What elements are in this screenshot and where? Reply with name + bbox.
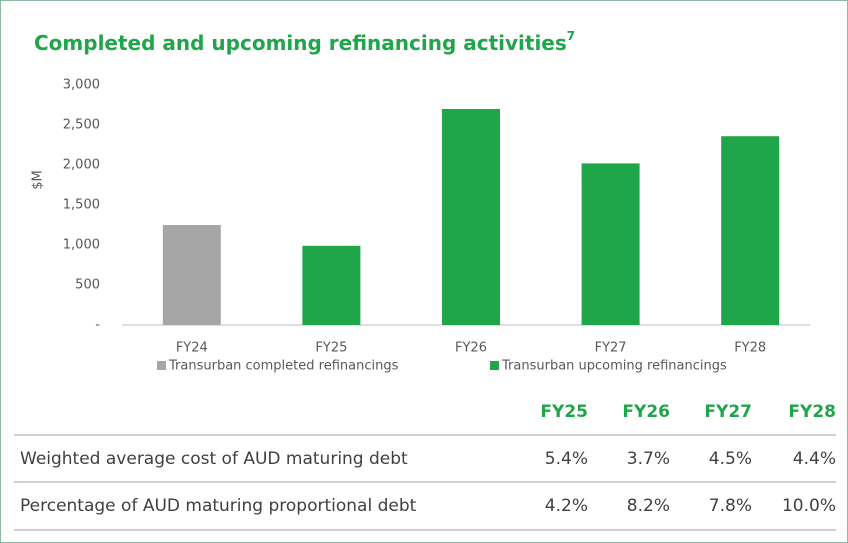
legend-label: Transurban upcoming refinancings (501, 359, 727, 374)
y-tick-label: 1,000 (63, 238, 100, 253)
y-tick-label: 2,500 (63, 118, 100, 133)
row-label: Weighted average cost of AUD maturing de… (20, 449, 408, 469)
chart-title: Completed and upcoming refinancing activ… (34, 29, 575, 55)
table-header: FY27 (704, 402, 752, 422)
table-cell: 4.4% (793, 449, 836, 469)
table-header: FY28 (788, 402, 836, 422)
table-cell: 3.7% (627, 449, 670, 469)
y-tick-label: 2,000 (63, 158, 100, 173)
legend-label: Transurban completed refinancings (168, 359, 399, 374)
row-label: Percentage of AUD maturing proportional … (20, 496, 417, 516)
title-superscript: 7 (567, 29, 575, 43)
bar (162, 225, 221, 325)
title-text: Completed and upcoming refinancing activ… (34, 31, 567, 55)
table-cell: 4.2% (545, 496, 588, 516)
table-cell: 10.0% (782, 496, 836, 516)
x-tick-label: FY25 (315, 341, 347, 356)
table-cell: 4.5% (709, 449, 752, 469)
table-cell: 8.2% (627, 496, 670, 516)
table-header: FY25 (540, 402, 588, 422)
bar (302, 245, 361, 325)
y-tick-label: 3,000 (63, 78, 100, 93)
x-tick-label: FY28 (734, 341, 766, 356)
x-tick-label: FY26 (455, 341, 487, 356)
y-tick-label: 500 (75, 278, 100, 293)
table-header: FY26 (622, 402, 670, 422)
y-axis-label: $M (31, 170, 46, 190)
bar (442, 109, 500, 325)
x-tick-label: FY24 (176, 341, 208, 356)
bar (581, 163, 640, 325)
bar (721, 136, 780, 325)
y-tick-label: - (95, 318, 100, 333)
table-cell: 7.8% (709, 496, 752, 516)
x-tick-label: FY27 (595, 341, 627, 356)
y-tick-label: 1,500 (63, 198, 100, 213)
legend-swatch (490, 361, 499, 370)
table-cell: 5.4% (545, 449, 588, 469)
legend-swatch (157, 361, 166, 370)
